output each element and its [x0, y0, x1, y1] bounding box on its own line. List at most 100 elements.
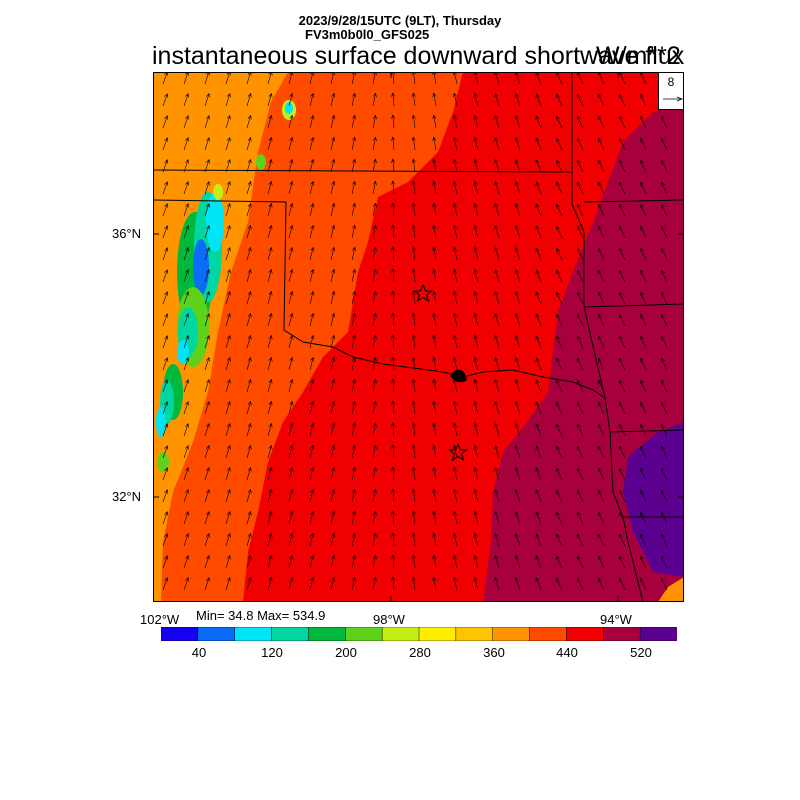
wind-vector: [432, 114, 437, 129]
wind-vector: [619, 555, 626, 569]
wind-vector: [514, 203, 521, 217]
wind-vector: [640, 291, 647, 305]
wind-vector: [535, 489, 542, 503]
wind-vector: [453, 290, 458, 305]
lon-label-98w: 98°W: [373, 612, 405, 627]
wind-vector: [514, 445, 521, 459]
units-label: W/m**2: [596, 42, 681, 70]
wind-vector: [619, 137, 626, 151]
wind-vector: [473, 554, 479, 569]
colorbar-swatch: [492, 627, 531, 641]
wind-vector: [351, 334, 356, 349]
wind-vector: [577, 269, 584, 283]
wind-vector: [411, 334, 416, 349]
wind-vector: [473, 290, 479, 305]
wind-vector: [494, 532, 500, 547]
wind-vector: [351, 92, 356, 107]
wind-vector: [204, 378, 210, 393]
wind-vector: [514, 247, 521, 261]
wind-vector: [432, 444, 437, 459]
wind-vector: [288, 488, 294, 503]
wind-vector: [432, 510, 437, 525]
wind-vector: [391, 224, 396, 239]
wind-vector: [640, 489, 647, 503]
wind-vector: [288, 224, 294, 239]
wind-vector: [391, 466, 396, 481]
wind-vector: [577, 467, 584, 481]
wind-vector: [351, 224, 356, 239]
wind-vector: [514, 269, 521, 283]
wind-vector: [204, 576, 210, 591]
wind-vector: [661, 423, 668, 437]
wind-vector: [598, 401, 605, 415]
wind-vector: [267, 180, 273, 195]
wind-vector: [577, 93, 584, 107]
wind-vector: [432, 246, 437, 261]
wind-vector: [288, 72, 294, 85]
wind-vector: [535, 247, 542, 261]
wind-vector: [619, 115, 626, 129]
wind-vector: [661, 401, 668, 415]
wind-vector: [351, 136, 356, 151]
colorbar-swatch: [455, 627, 494, 641]
wind-vector: [556, 269, 563, 283]
cloud-cells: [156, 100, 296, 472]
wind-vector: [246, 312, 252, 327]
wind-vector: [309, 290, 315, 305]
wind-vector: [225, 136, 231, 151]
wind-vector: [556, 291, 563, 305]
wind-vector: [246, 180, 252, 195]
wind-vector: [432, 202, 437, 217]
wind-vector-field: [162, 72, 668, 591]
wind-vector: [619, 533, 626, 547]
wind-vector: [204, 224, 210, 239]
wind-vector: [640, 93, 647, 107]
wind-vector: [453, 72, 458, 85]
wind-vector: [619, 247, 626, 261]
wind-vector: [391, 180, 396, 195]
wind-vector: [225, 72, 231, 85]
wind-vector: [246, 400, 252, 415]
wind-vector: [598, 335, 605, 349]
wind-vector: [204, 356, 210, 371]
wind-vector: [473, 224, 479, 239]
wind-vector: [351, 202, 356, 217]
wind-vector: [473, 202, 479, 217]
wind-vector: [432, 312, 437, 327]
wind-vector: [577, 335, 584, 349]
wind-vector: [535, 291, 542, 305]
wind-vector: [391, 334, 396, 349]
wind-vector: [577, 577, 584, 591]
wind-vector: [183, 203, 189, 217]
wind-vector: [372, 532, 377, 547]
wind-vector: [330, 246, 336, 261]
wind-vector: [556, 555, 563, 569]
wind-vector: [556, 533, 563, 547]
colorbar-swatch: [271, 627, 309, 641]
wind-vector: [514, 181, 521, 195]
wind-vector: [246, 378, 252, 393]
wind-vector: [330, 488, 336, 503]
wind-vector: [183, 533, 189, 547]
wind-vector: [225, 290, 231, 305]
wind-vector: [267, 378, 273, 393]
wind-vector: [535, 533, 542, 547]
wind-vector: [183, 269, 189, 283]
wind-vector: [556, 577, 563, 591]
wind-vector: [391, 290, 396, 305]
wind-vector: [351, 466, 356, 481]
wind-vector: [577, 159, 584, 173]
wind-vector: [246, 334, 252, 349]
wind-vector: [661, 291, 668, 305]
wind-vector: [288, 444, 294, 459]
wind-vector: [619, 379, 626, 393]
wind-vector: [598, 489, 605, 503]
wind-vector: [619, 577, 626, 591]
wind-vector: [351, 400, 356, 415]
wind-vector: [351, 554, 356, 569]
wind-vector: [183, 159, 189, 173]
wind-vector: [330, 400, 336, 415]
wind-vector: [577, 313, 584, 327]
wind-vector: [432, 180, 437, 195]
wind-vector: [372, 554, 377, 569]
